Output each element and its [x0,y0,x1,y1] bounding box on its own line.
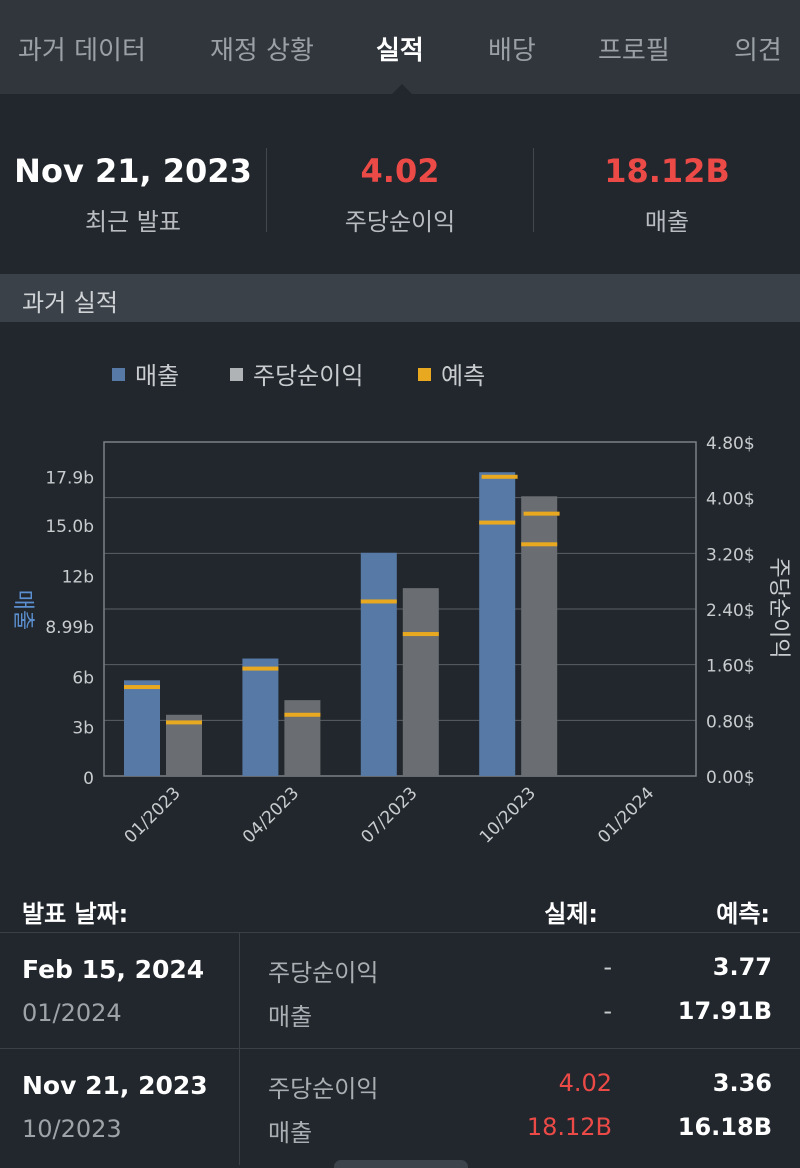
table-row[interactable]: Nov 21, 2023 10/2023 주당순이익 매출 4.02 18.12… [0,1048,800,1165]
eps-forecast-mark [521,542,558,547]
release-date: Feb 15, 2024 [22,955,205,984]
tab-bar: 과거 데이터 재정 상황 실적 배당 프로필 의견 [0,0,800,94]
right-axis-tick: 4.80$ [706,434,755,454]
right-axis-tick: 0.00$ [706,768,755,788]
right-axis-tick: 0.80$ [706,712,755,732]
tab-earnings[interactable]: 실적 [376,36,424,66]
legend-swatch-forecast [418,368,431,381]
latest-eps-label: 주당순이익 [344,208,456,236]
header-forecast: 예측: [716,900,770,928]
eps-label: 주당순이익 [268,959,379,987]
tab-financials[interactable]: 재정 상황 [210,36,314,66]
legend-eps[interactable]: 주당순이익 [230,356,363,391]
tab-dividends[interactable]: 배당 [488,36,536,66]
revenue-forecast-mark [360,599,397,604]
eps-actual: 4.02 [558,1069,612,1097]
eps-forecast-mark [523,511,560,516]
divider [533,148,534,232]
release-date-cell: Nov 21, 2023 10/2023 [0,1049,240,1165]
revenue-forecast-mark [242,666,279,671]
header-actual: 실제: [544,900,598,928]
revenue-label: 매출 [268,1003,313,1031]
latest-release: Nov 21, 2023 최근 발표 [0,152,266,237]
eps-bar [521,496,558,776]
legend-revenue[interactable]: 매출 [112,356,179,391]
revenue-bar [242,658,279,776]
eps-actual: - [603,953,612,981]
latest-eps-value: 4.02 [360,152,440,190]
eps-label: 주당순이익 [268,1075,379,1103]
tab-opinion[interactable]: 의견 [734,36,782,66]
x-axis-tick: 04/2023 [239,783,303,847]
eps-forecast-mark [481,474,518,479]
x-axis-tick: 01/2024 [594,783,658,847]
revenue-forecast: 16.18B [677,1113,772,1141]
section-title: 과거 실적 [22,289,118,317]
tab-profile[interactable]: 프로필 [598,36,670,66]
revenue-bar [360,552,397,776]
earnings-summary: Nov 21, 2023 최근 발표 4.02 주당순이익 18.12B 매출 [0,94,800,274]
header-release-date: 발표 날짜: [22,900,129,928]
eps-forecast-mark [284,712,321,717]
latest-release-label: 최근 발표 [85,208,181,236]
right-axis-tick: 4.00$ [706,490,755,510]
latest-revenue: 18.12B 매출 [534,152,800,237]
latest-revenue-value: 18.12B [604,152,730,190]
legend-forecast[interactable]: 예측 [418,356,485,391]
plot-frame [103,441,697,777]
release-period: 10/2023 [22,1115,122,1143]
eps-forecast: 3.77 [712,953,772,981]
x-axis-tick: 07/2023 [357,783,421,847]
legend-swatch-eps [230,368,243,381]
revenue-label: 매출 [268,1119,313,1147]
section-header: 과거 실적 [0,274,800,322]
divider [266,148,267,232]
left-axis-tick: 8.99b [45,618,94,638]
revenue-forecast: 17.91B [677,997,772,1025]
latest-revenue-label: 매출 [644,208,690,236]
earnings-chart: 0 3b 6b 8.99b 12b 15.0b 17.9b 0.00$ 0.80$ 1.60$ 2.… [10,434,791,847]
table-row[interactable]: Feb 15, 2024 01/2024 주당순이익 매출 - - 3.77 1… [0,932,800,1049]
right-axis-tick: 2.40$ [706,601,755,621]
release-date: Nov 21, 2023 [22,1071,208,1100]
x-axis-tick: 01/2023 [121,783,185,847]
left-axis-tick: 17.9b [45,469,94,489]
revenue-forecast-mark [124,685,160,690]
legend-forecast-label: 예측 [441,362,486,390]
eps-forecast-mark [402,632,439,637]
left-axis-tick: 15.0b [45,517,94,537]
tab-historical-data[interactable]: 과거 데이터 [18,36,146,66]
eps-bar [166,714,202,776]
left-axis-title: 매출 [10,590,35,630]
right-axis-tick: 3.20$ [706,545,755,565]
revenue-bar [479,472,516,776]
eps-bar [402,588,439,776]
right-axis-title: 주당순이익 [766,557,791,658]
left-axis-tick: 0 [83,769,94,789]
revenue-forecast-mark [479,520,516,525]
active-tab-indicator [392,84,412,94]
latest-release-date: Nov 21, 2023 [14,152,252,190]
left-axis-tick: 3b [72,719,94,739]
revenue-actual: 18.12B [526,1113,612,1141]
x-axis-tick: 10/2023 [476,783,540,847]
scroll-handle[interactable] [334,1160,468,1168]
right-axis-tick: 1.60$ [706,657,755,677]
latest-eps: 4.02 주당순이익 [267,152,533,237]
release-date-cell: Feb 15, 2024 01/2024 [0,933,240,1049]
release-period: 01/2024 [22,999,122,1027]
eps-forecast-mark [166,720,202,725]
legend-eps-label: 주당순이익 [253,362,364,390]
left-axis-tick: 6b [72,668,94,688]
legend-swatch-revenue [112,368,125,381]
left-axis-tick: 12b [62,568,94,588]
revenue-actual: - [603,997,612,1025]
revenue-bar [124,680,160,776]
table-header: 발표 날짜: 실제: 예측: [0,892,800,932]
eps-bar [284,700,321,776]
legend-revenue-label: 매출 [135,362,180,390]
eps-forecast: 3.36 [712,1069,772,1097]
